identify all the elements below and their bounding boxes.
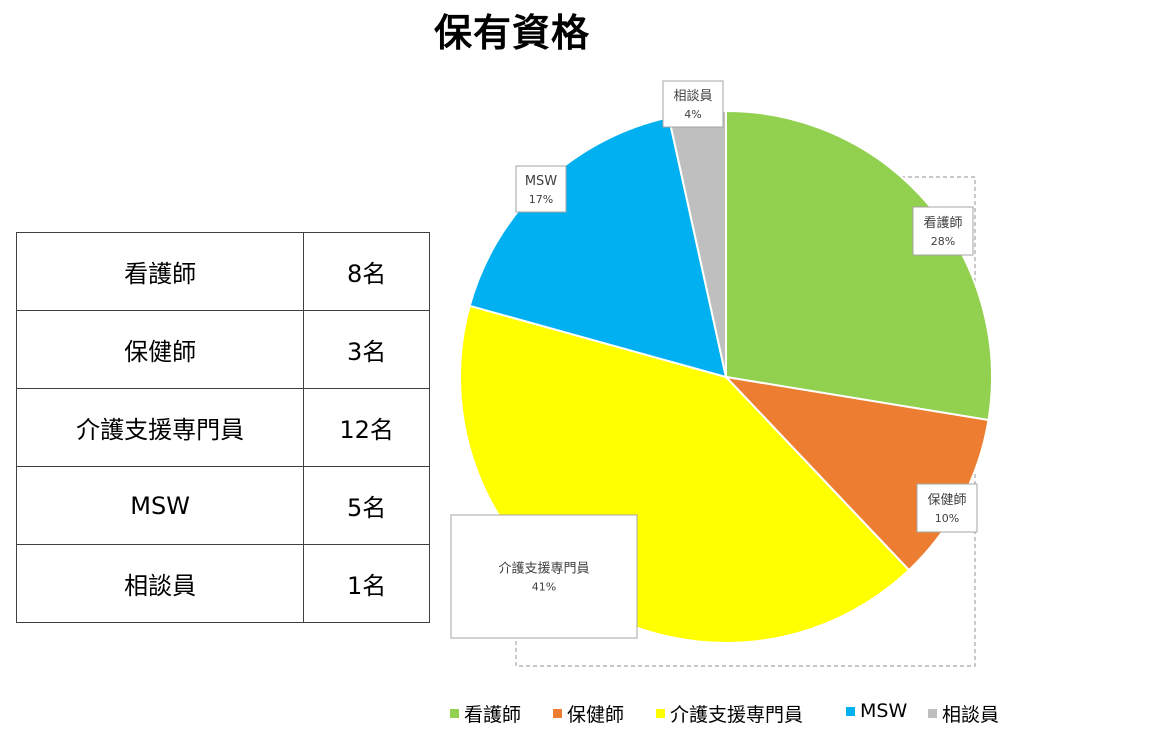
qualification-name: 看護師 <box>15 232 305 311</box>
qualification-name: 相談員 <box>15 544 305 623</box>
legend-label: 保健師 <box>567 704 625 726</box>
chart-legend: 看護師 保健師 介護支援専門員 MSW 相談員 <box>0 700 1152 728</box>
data-label-box <box>916 483 978 533</box>
qualification-name: MSW <box>15 466 305 545</box>
data-label-percent: 41% <box>532 581 556 594</box>
legend-item: 介護支援専門員 <box>656 700 803 727</box>
legend-item: MSW <box>846 700 907 722</box>
data-label-percent: 28% <box>931 235 955 248</box>
legend-swatch <box>656 709 665 718</box>
data-label-box <box>515 165 567 213</box>
qualification-count: 1名 <box>303 544 430 623</box>
data-label-category: MSW <box>525 174 557 189</box>
table-row: 介護支援専門員 12名 <box>15 388 430 467</box>
qualification-name: 保健師 <box>15 310 305 389</box>
legend-item: 保健師 <box>553 700 624 727</box>
legend-label: MSW <box>860 700 908 722</box>
data-label-category: 介護支援専門員 <box>498 561 589 577</box>
legend-label: 看護師 <box>464 704 522 726</box>
chart-title: 保有資格 <box>433 11 590 55</box>
legend-swatch <box>928 709 937 718</box>
legend-item: 看護師 <box>450 700 521 727</box>
legend-swatch <box>450 709 459 718</box>
table-row: 相談員 1名 <box>15 544 430 623</box>
data-label-box <box>912 206 974 256</box>
legend-swatch <box>846 706 855 716</box>
legend-label: 相談員 <box>942 704 1000 726</box>
data-label-category: 看護師 <box>923 215 962 231</box>
data-label-category: 相談員 <box>673 88 712 104</box>
data-label-category: 保健師 <box>927 493 966 508</box>
table-row: MSW 5名 <box>15 466 430 545</box>
qualification-table: 看護師 8名 保健師 3名 介護支援専門員 12名 MSW 5名 相談員 1名 <box>15 232 430 623</box>
qualification-count: 5名 <box>303 466 430 545</box>
legend-item: 相談員 <box>928 700 999 727</box>
table-row: 保健師 3名 <box>15 310 430 389</box>
data-label-box <box>450 514 638 639</box>
data-label-percent: 10% <box>935 512 959 525</box>
qualification-name: 介護支援専門員 <box>15 388 305 467</box>
data-label-box <box>662 80 724 128</box>
data-label-percent: 4% <box>684 108 701 121</box>
legend-label: 介護支援専門員 <box>670 704 804 726</box>
qualification-count: 3名 <box>303 310 430 389</box>
data-label-percent: 17% <box>529 193 553 206</box>
qualification-count: 12名 <box>303 388 430 467</box>
pie-slice <box>725 109 993 422</box>
legend-swatch <box>553 709 562 718</box>
